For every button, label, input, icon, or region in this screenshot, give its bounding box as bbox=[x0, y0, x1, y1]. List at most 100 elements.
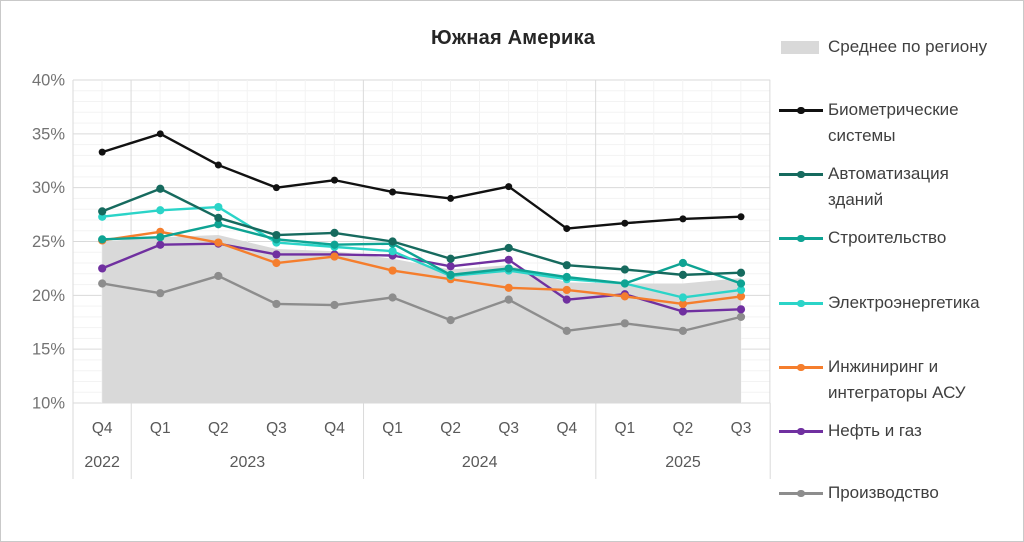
data-point bbox=[504, 283, 513, 292]
marker-dot bbox=[797, 299, 805, 307]
legend-item-engineering: Инжиниринг и интеграторы АСУ bbox=[779, 354, 1003, 406]
x-axis-year-label: 2024 bbox=[462, 454, 498, 471]
data-point bbox=[736, 292, 746, 301]
data-point bbox=[388, 293, 397, 302]
data-point bbox=[736, 312, 746, 321]
data-point bbox=[272, 230, 281, 240]
legend-label: Биометрические системы bbox=[828, 100, 959, 145]
y-axis-label: 15% bbox=[32, 341, 65, 359]
data-point bbox=[272, 250, 281, 259]
line-marker-icon bbox=[779, 354, 823, 380]
data-point bbox=[621, 219, 629, 227]
legend-label: Производство bbox=[828, 483, 939, 502]
data-point bbox=[562, 326, 571, 335]
legend-label: Инжиниринг и интеграторы АСУ bbox=[828, 357, 966, 402]
legend-item-energy: Электроэнергетика bbox=[779, 290, 1003, 316]
data-point bbox=[388, 237, 397, 246]
data-point bbox=[330, 252, 339, 261]
legend-label: Автоматизация зданий bbox=[828, 164, 949, 209]
data-point bbox=[156, 240, 165, 249]
data-point bbox=[679, 215, 687, 223]
data-point bbox=[678, 270, 688, 279]
y-axis-label: 25% bbox=[32, 233, 65, 251]
data-point bbox=[98, 235, 107, 244]
legend-item-construction: Строительство bbox=[779, 225, 1003, 251]
swatch bbox=[781, 41, 819, 54]
legend-item-building-automation: Автоматизация зданий bbox=[779, 161, 1003, 213]
data-point bbox=[736, 268, 746, 277]
data-point bbox=[214, 238, 223, 247]
data-point bbox=[504, 243, 513, 253]
data-point bbox=[388, 247, 397, 256]
legend-label: Нефть и газ bbox=[828, 421, 922, 440]
data-point bbox=[562, 295, 571, 304]
data-point bbox=[504, 264, 513, 273]
data-point bbox=[736, 285, 746, 295]
y-axis-label: 10% bbox=[32, 395, 65, 413]
area-series-average bbox=[102, 235, 741, 403]
x-axis-quarter-label: Q2 bbox=[440, 420, 461, 437]
data-point bbox=[388, 266, 397, 275]
data-point bbox=[620, 279, 629, 288]
data-point bbox=[330, 300, 339, 310]
x-axis-quarter-label: Q1 bbox=[150, 420, 171, 437]
data-point bbox=[272, 258, 281, 268]
series-Автоматизация зданий bbox=[98, 184, 746, 279]
x-axis-quarter-label: Q1 bbox=[615, 420, 636, 437]
data-point bbox=[736, 305, 746, 314]
data-point bbox=[678, 299, 688, 309]
legend-label: Среднее по региону bbox=[828, 37, 988, 56]
data-point bbox=[563, 225, 571, 233]
x-axis-year-label: 2025 bbox=[665, 454, 701, 471]
data-point bbox=[156, 184, 165, 193]
data-point bbox=[678, 307, 688, 316]
data-point bbox=[620, 319, 629, 328]
data-point bbox=[98, 264, 107, 273]
series-Производство bbox=[98, 271, 746, 335]
data-point bbox=[389, 188, 397, 196]
marker-dot bbox=[797, 106, 805, 114]
data-point bbox=[98, 279, 107, 288]
x-axis-quarter-label: Q2 bbox=[673, 420, 694, 437]
data-point bbox=[737, 213, 745, 221]
data-point bbox=[562, 272, 571, 282]
chart-legend: Среднее по региону Биометрические системы… bbox=[779, 1, 1015, 541]
y-axis-label: 35% bbox=[32, 125, 65, 143]
series-Биометрические системы bbox=[98, 130, 745, 233]
marker-dot bbox=[797, 234, 805, 242]
data-point bbox=[156, 289, 165, 298]
x-axis-quarter-label: Q1 bbox=[382, 420, 403, 437]
marker-dot bbox=[797, 427, 805, 435]
marker-dot bbox=[797, 489, 805, 497]
data-point bbox=[330, 176, 338, 184]
x-axis-year-label: 2023 bbox=[230, 454, 266, 471]
line-marker-icon bbox=[779, 161, 823, 187]
data-point bbox=[330, 228, 339, 237]
line-marker-icon bbox=[779, 480, 823, 506]
data-point bbox=[272, 299, 281, 309]
line-marker-icon bbox=[779, 97, 823, 123]
data-point bbox=[156, 206, 165, 215]
marker-dot bbox=[797, 363, 805, 371]
data-point bbox=[98, 148, 106, 156]
x-axis-quarter-label: Q4 bbox=[324, 420, 345, 437]
data-point bbox=[446, 254, 455, 263]
data-point bbox=[447, 194, 455, 202]
data-point bbox=[98, 207, 107, 216]
x-axis-quarter-label: Q3 bbox=[731, 420, 752, 437]
data-point bbox=[562, 261, 571, 270]
marker-dot bbox=[797, 170, 805, 178]
x-axis-quarter-label: Q3 bbox=[498, 420, 519, 437]
data-point bbox=[446, 315, 455, 325]
x-axis-quarter-label: Q4 bbox=[92, 420, 113, 437]
data-point bbox=[678, 326, 688, 335]
line-marker-icon bbox=[779, 290, 823, 316]
data-point bbox=[736, 279, 746, 288]
y-axis-label: 20% bbox=[32, 287, 65, 305]
y-axis-label: 30% bbox=[32, 179, 65, 197]
line-marker-icon bbox=[779, 225, 823, 251]
chart-title: Южная Америка bbox=[430, 27, 596, 49]
data-point bbox=[214, 202, 223, 212]
